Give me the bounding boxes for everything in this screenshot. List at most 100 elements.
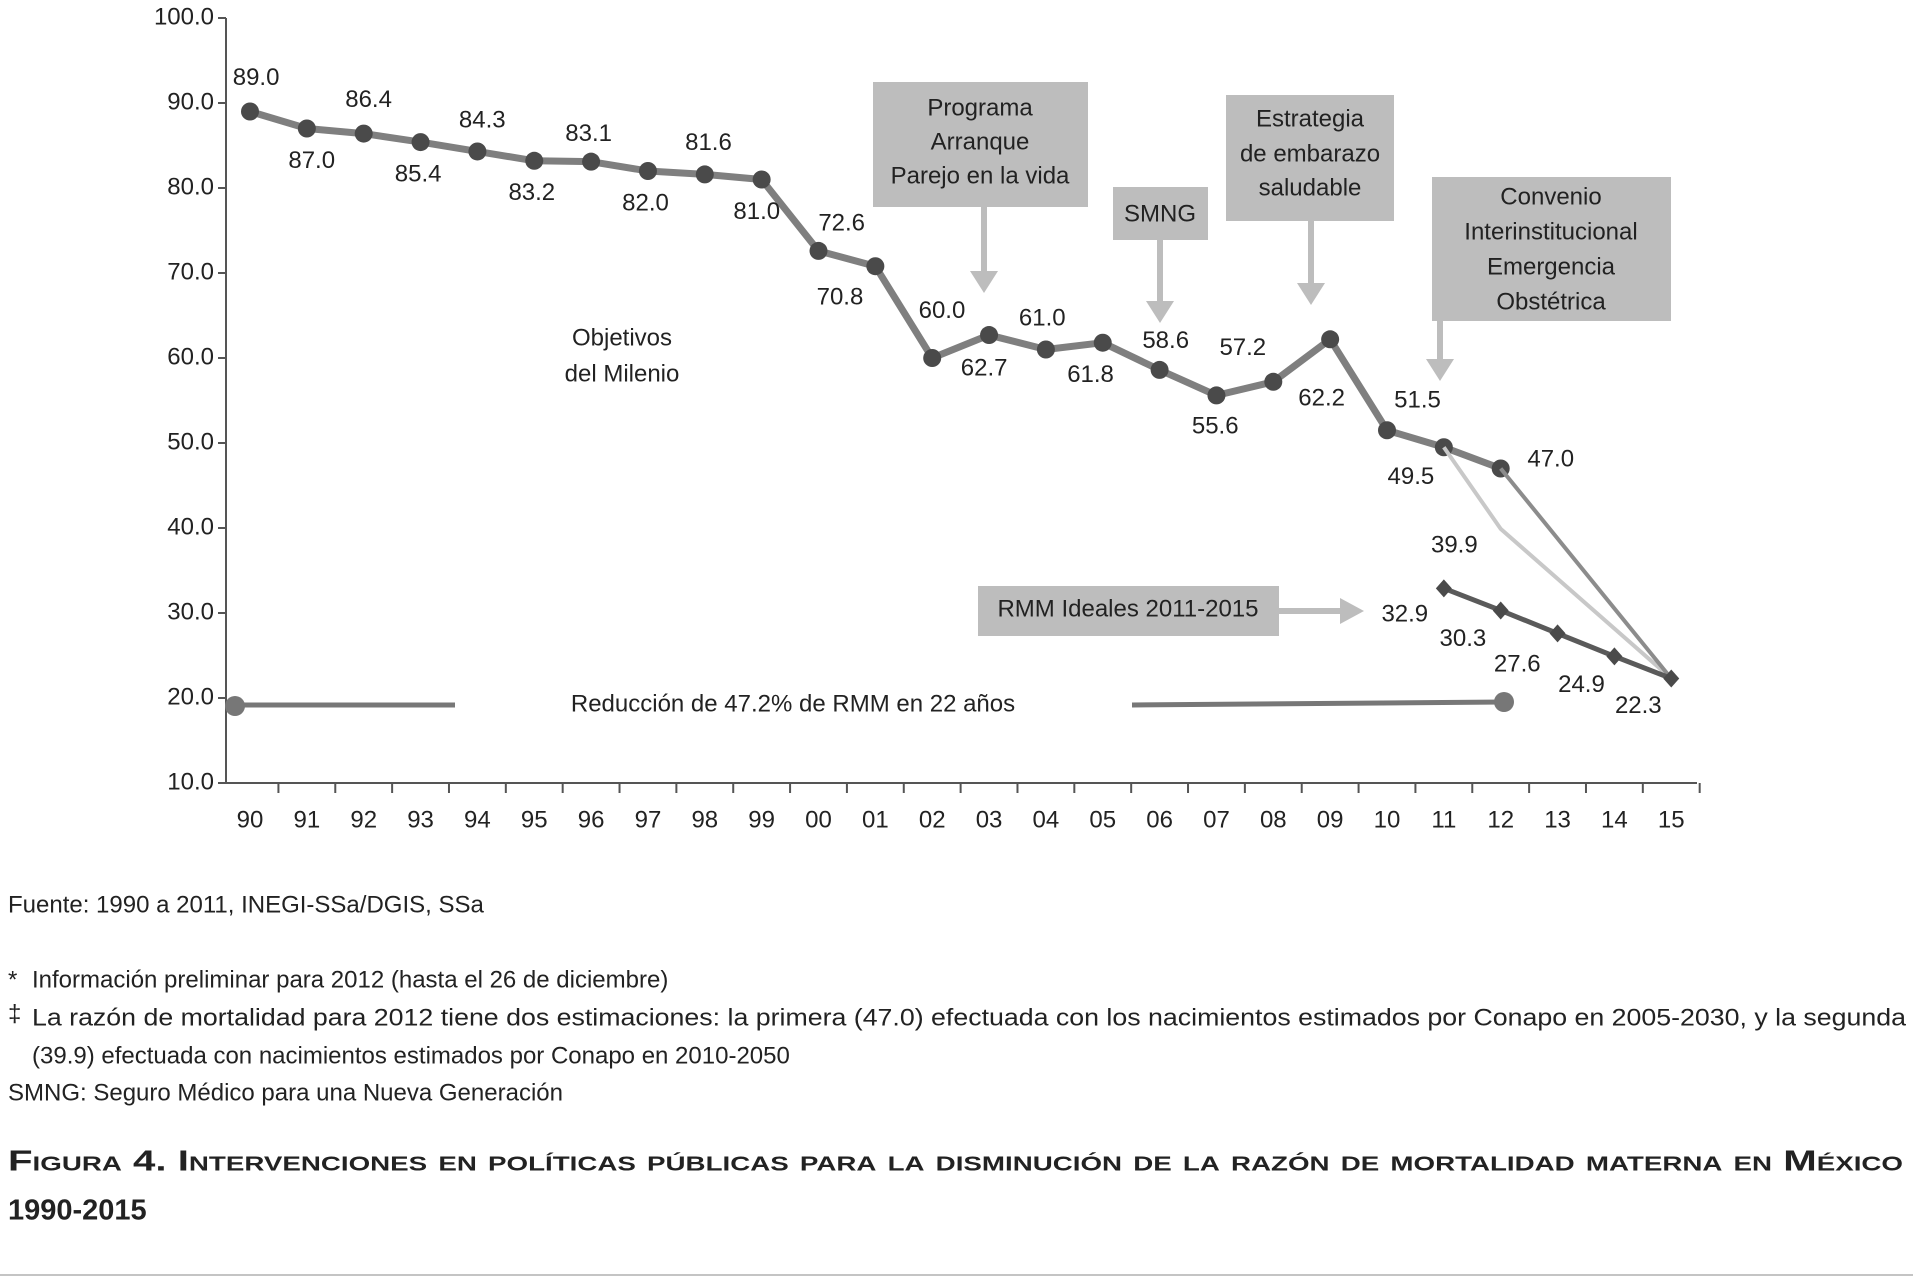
data-label: 85.4 — [395, 160, 442, 187]
annotation-text: Parejo en la vida — [891, 162, 1070, 189]
marker — [1549, 624, 1566, 643]
x-tick-label: 91 — [293, 806, 320, 833]
y-tick-label: 20.0 — [167, 683, 214, 710]
x-tick-label: 90 — [237, 806, 264, 833]
source: Fuente: 1990 a 2011, INEGI-SSa/DGIS, SSa — [8, 891, 484, 918]
annotation-text: Programa — [927, 94, 1033, 121]
marker — [638, 162, 657, 180]
arrow-head — [1426, 359, 1454, 381]
y-tick-label: 30.0 — [167, 598, 214, 625]
marker — [525, 151, 544, 170]
marker — [752, 170, 771, 189]
x-tick-label: 94 — [464, 806, 491, 833]
data-label: 81.6 — [685, 129, 732, 156]
marker — [468, 142, 487, 161]
marker — [1036, 340, 1055, 359]
caption: Figura 4. Intervenciones en políticas pú… — [8, 1146, 1903, 1178]
data-label: 58.6 — [1142, 327, 1189, 354]
data-label: 39.9 — [1431, 531, 1478, 558]
x-tick-label: 01 — [862, 806, 889, 833]
x-tick-label: 00 — [805, 806, 832, 833]
footnote: Información preliminar para 2012 (hasta … — [32, 966, 668, 993]
data-label: 51.5 — [1394, 386, 1441, 413]
marker — [297, 119, 316, 138]
x-tick-label: 93 — [407, 806, 434, 833]
marker — [1207, 386, 1226, 405]
arrow-head — [1340, 598, 1364, 624]
x-tick-label: 06 — [1146, 806, 1173, 833]
data-label: 57.2 — [1219, 334, 1266, 361]
annotation-text: Estrategia — [1256, 105, 1365, 132]
marker — [1492, 601, 1509, 620]
abbreviation: SMNG: Seguro Médico para una Nueva Gener… — [8, 1079, 563, 1106]
marker — [809, 241, 828, 260]
arrow-head — [1297, 283, 1325, 305]
data-label: 49.5 — [1388, 463, 1435, 490]
data-label: 84.3 — [459, 106, 506, 133]
data-label: 30.3 — [1440, 625, 1487, 652]
x-tick-label: 03 — [976, 806, 1003, 833]
arrow-head — [970, 271, 998, 293]
data-label: 70.8 — [817, 283, 864, 310]
data-label: 60.0 — [919, 297, 966, 324]
data-label: 32.9 — [1381, 601, 1428, 628]
x-tick-label: 08 — [1260, 806, 1287, 833]
data-label: 82.0 — [622, 189, 669, 216]
footnote-mark: * — [8, 966, 17, 993]
y-tick-label: 70.0 — [167, 258, 214, 285]
marker — [695, 165, 714, 184]
data-label: 61.0 — [1019, 304, 1066, 331]
marker — [1264, 372, 1283, 391]
footnote-mark: ‡ — [8, 1000, 21, 1027]
series-line — [1499, 467, 1673, 680]
y-tick-label: 100.0 — [154, 3, 214, 30]
x-tick-label: 02 — [919, 806, 946, 833]
data-label: 89.0 — [233, 64, 280, 91]
x-tick-label: 13 — [1544, 806, 1571, 833]
data-label: 27.6 — [1494, 650, 1541, 677]
x-tick-label: 12 — [1487, 806, 1514, 833]
annotation-box — [873, 82, 1088, 207]
data-label: 87.0 — [288, 147, 335, 174]
x-tick-label: 15 — [1658, 806, 1685, 833]
x-tick-label: 95 — [521, 806, 548, 833]
data-label: 83.2 — [508, 179, 555, 206]
marker — [1378, 421, 1396, 440]
annotation-text: Interinstitucional — [1464, 218, 1637, 245]
annotation-text: RMM Ideales 2011-2015 — [997, 595, 1258, 622]
data-label: 86.4 — [345, 86, 392, 113]
marker — [1093, 333, 1112, 352]
marker — [411, 133, 430, 152]
data-label: 72.6 — [818, 209, 865, 236]
x-tick-label: 05 — [1089, 806, 1116, 833]
series-line — [1442, 446, 1673, 680]
marker — [582, 152, 601, 171]
reduction-end — [1494, 692, 1514, 712]
data-label: 81.0 — [733, 198, 780, 225]
annotation-text: de embarazo — [1240, 140, 1380, 167]
annotation-box — [1226, 95, 1394, 221]
annotation-text: saludable — [1259, 174, 1362, 201]
annotation-text: SMNG — [1124, 200, 1196, 227]
reduction-line — [1131, 699, 1505, 708]
annotation-box — [1113, 187, 1208, 240]
annotation-text: Obstétrica — [1496, 288, 1606, 315]
milestone-text: del Milenio — [565, 360, 680, 387]
annotation-box — [1432, 177, 1671, 321]
x-tick-label: 97 — [635, 806, 662, 833]
data-label: 24.9 — [1558, 671, 1605, 698]
data-label: 83.1 — [565, 120, 612, 147]
y-tick-label: 50.0 — [167, 428, 214, 455]
marker — [980, 326, 999, 345]
x-tick-label: 98 — [691, 806, 718, 833]
reduction-end — [225, 696, 245, 716]
marker — [1606, 647, 1623, 666]
annotation-text: Convenio — [1500, 183, 1601, 210]
x-tick-label: 11 — [1431, 806, 1456, 833]
footnote: (39.9) efectuada con nacimientos estimad… — [32, 1042, 790, 1069]
marker — [1150, 360, 1169, 379]
data-label: 62.2 — [1298, 384, 1345, 411]
x-tick-label: 10 — [1374, 806, 1401, 833]
annotation-box — [978, 586, 1279, 636]
